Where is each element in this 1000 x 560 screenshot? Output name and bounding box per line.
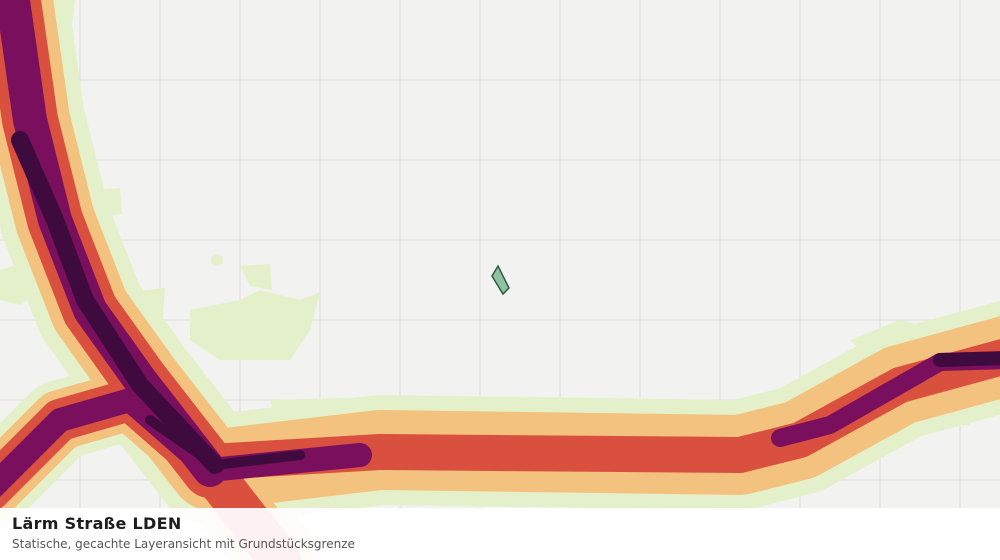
layer-subtitle: Statische, gecachte Layeransicht mit Gru… [12, 537, 355, 551]
layer-title: Lärm Straße LDEN [12, 514, 182, 533]
caption-panel: Lärm Straße LDEN Statische, gecachte Lay… [0, 508, 1000, 560]
parcel-boundary[interactable] [491, 264, 510, 296]
